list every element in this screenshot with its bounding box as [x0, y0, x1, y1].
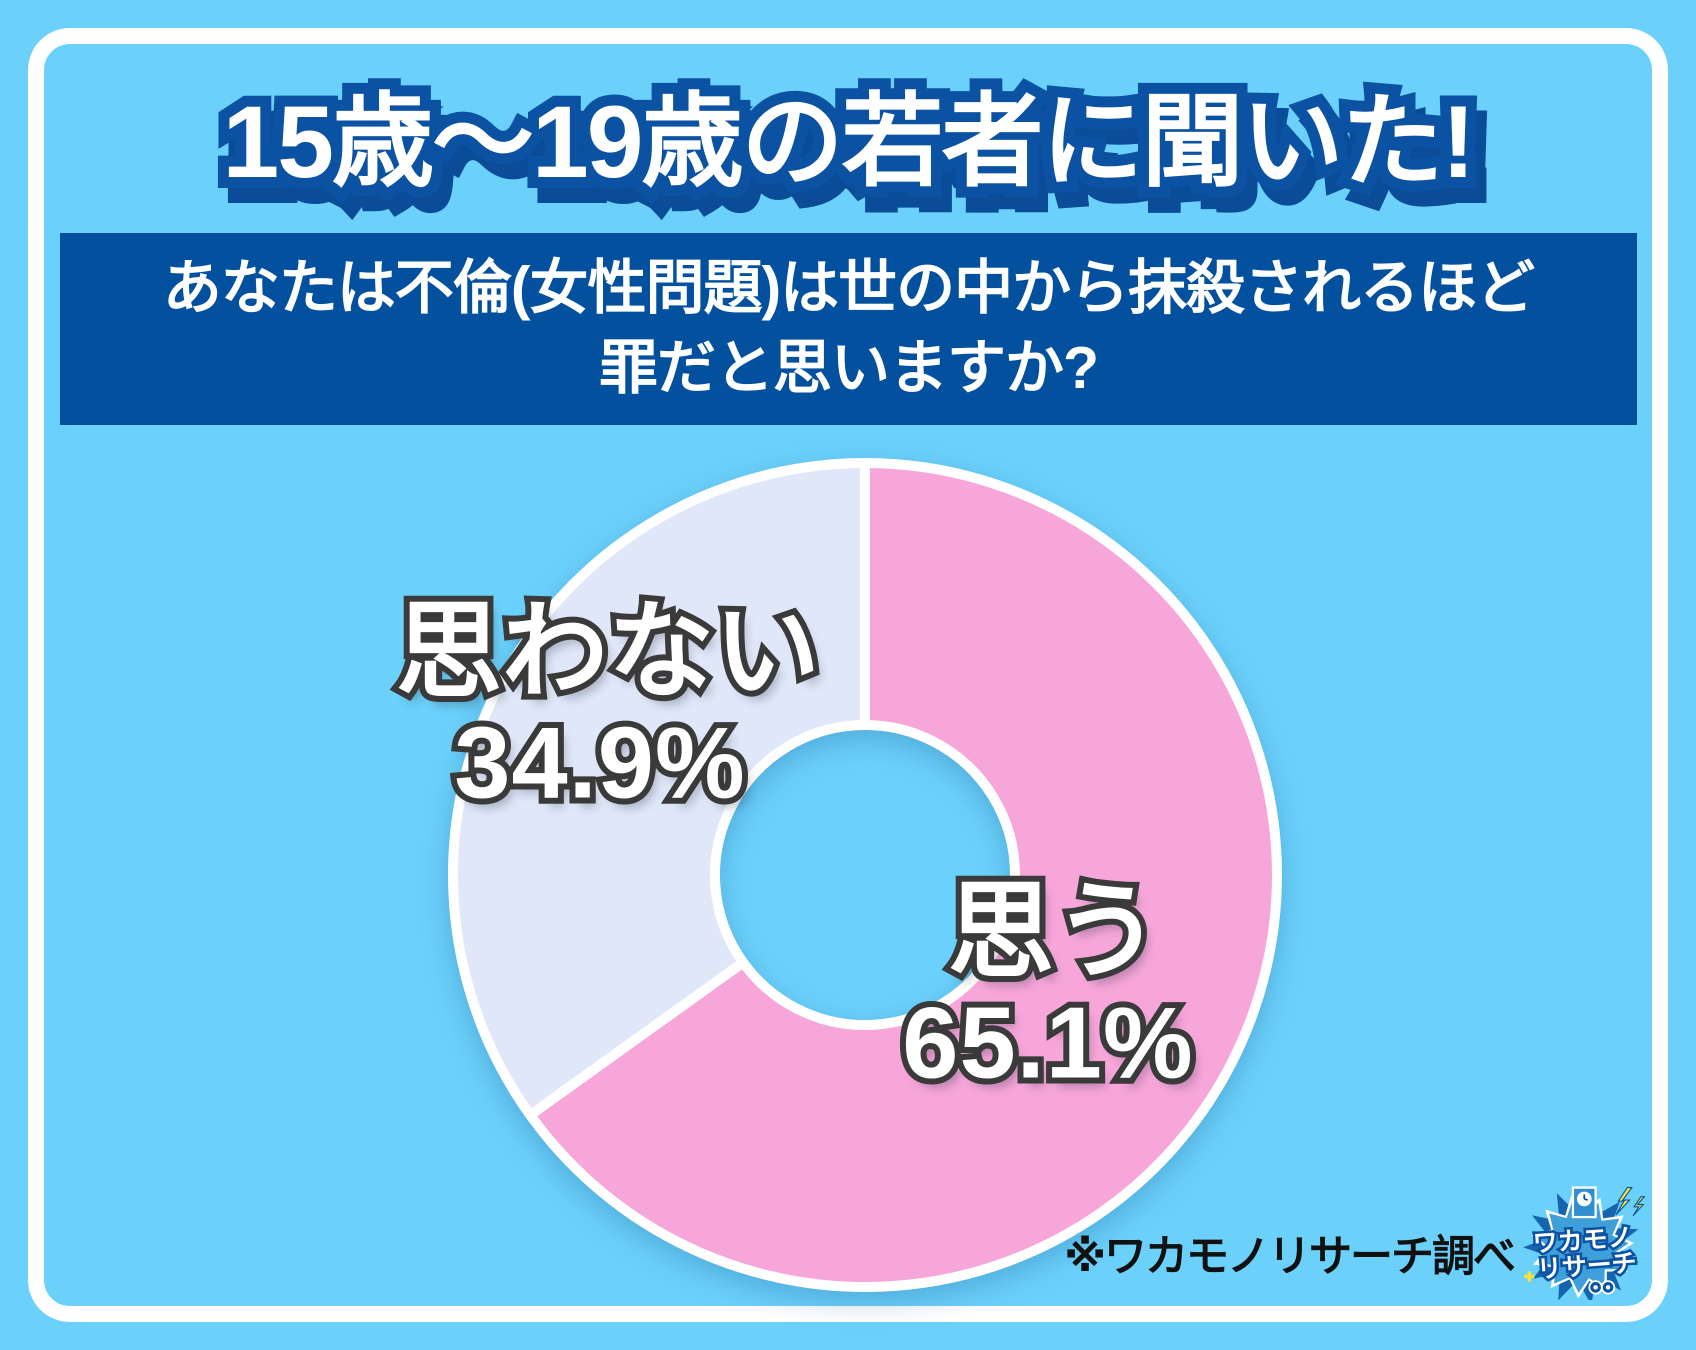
- lightning-icon: [1615, 1187, 1646, 1217]
- page-title: 15歳〜19歳の若者に聞いた! 15歳〜19歳の若者に聞いた! 15歳〜19歳の…: [212, 80, 1497, 219]
- slice-value-omou: 65.1% 65.1%: [896, 987, 1198, 1100]
- slice-value-omou-text: 65.1%: [902, 987, 1194, 1100]
- question-line-2: 罪だと思いますか?: [598, 335, 1099, 401]
- logo-text-line2: リサーチ: [1536, 1249, 1637, 1284]
- slice-label-omowanai-text: 思わない: [396, 593, 820, 711]
- clock-icon: [1571, 1186, 1597, 1219]
- source-note: ※ワカモノリサーチ調べ: [1064, 1233, 1516, 1281]
- question-banner: あなたは不倫(女性問題)は世の中から抹殺されるほど 罪だと思いますか?: [60, 233, 1637, 425]
- logo-burst-body: [1536, 1201, 1629, 1293]
- slice-value-omowanai-text: 34.9%: [454, 707, 746, 820]
- donut-slice-思う: [525, 458, 1282, 1292]
- slice-label-omou-text: 思う: [948, 873, 1160, 991]
- slice-value-omou-stroke: 65.1%: [896, 987, 1198, 1100]
- slice-value-omowanai: 34.9% 34.9%: [448, 707, 750, 820]
- slice-value-omowanai-stroke: 34.9%: [448, 707, 750, 820]
- slice-label-omou-stroke: 思う: [942, 873, 1166, 991]
- sparkle-icon: [1524, 1271, 1535, 1282]
- page-title-text: 15歳〜19歳の若者に聞いた!: [222, 85, 1476, 199]
- page-title-stroke-layer: 15歳〜19歳の若者に聞いた!: [212, 80, 1487, 204]
- slice-label-omou: 思う 思う: [942, 873, 1166, 991]
- page-title-shadow-layer: 15歳〜19歳の若者に聞いた!: [222, 95, 1497, 219]
- slice-label-omowanai: 思わない 思わない: [390, 593, 826, 711]
- question-line-1: あなたは不倫(女性問題)は世の中から抹殺されるほど: [162, 255, 1535, 322]
- wakamono-research-logo: ワカモノ リサーチ: [1523, 1186, 1646, 1300]
- binoculars-icon: [1588, 1280, 1616, 1295]
- donut-slices: [448, 458, 1282, 1292]
- slice-label-omowanai-stroke: 思わない: [390, 593, 826, 711]
- donut-slice-思わない: [448, 458, 870, 1121]
